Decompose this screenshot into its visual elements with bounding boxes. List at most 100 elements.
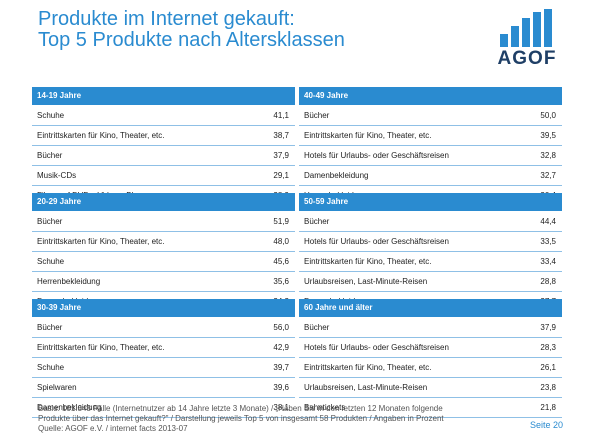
row-value: 32,7: [540, 171, 556, 180]
table-row: Eintrittskarten für Kino, Theater, etc. 4…: [32, 338, 295, 358]
table-row: Bücher 56,0: [32, 318, 295, 338]
table-row: Damenbekleidung 32,7: [299, 166, 562, 186]
table-row: Urlaubsreisen, Last-Minute-Reisen 28,8: [299, 272, 562, 292]
row-value: 39,7: [273, 363, 289, 372]
section-header: 14-19 Jahre: [32, 87, 295, 106]
row-label: Eintrittskarten für Kino, Theater, etc.: [304, 131, 432, 140]
table-row: Eintrittskarten für Kino, Theater, etc. 3…: [32, 126, 295, 146]
row-label: Bücher: [37, 323, 63, 332]
section-50-59: 50-59 Jahre Bücher 44,4 Hotels für Urlaub…: [299, 193, 562, 312]
footnote: Basis: 101.343 Fälle (Internetnutzer ab …: [38, 404, 508, 434]
table-row: Bücher 51,9: [32, 212, 295, 232]
section-40-49: 40-49 Jahre Bücher 50,0 Eintrittskarten f…: [299, 87, 562, 206]
footnote-line-3: Quelle: AGOF e.V. / internet facts 2013-…: [38, 424, 188, 433]
row-label: Bücher: [304, 323, 330, 332]
row-value: 44,4: [540, 217, 556, 226]
table-row: Musik-CDs 29,1: [32, 166, 295, 186]
row-value: 33,4: [540, 257, 556, 266]
row-value: 41,1: [273, 111, 289, 120]
table-row: Bücher 50,0: [299, 106, 562, 126]
row-label: Spielwaren: [37, 383, 77, 392]
table-row: Hotels für Urlaubs- oder Geschäftsreisen…: [299, 146, 562, 166]
table-row: Eintrittskarten für Kino, Theater, etc. 3…: [299, 126, 562, 146]
title-line-1: Produkte im Internet gekauft:: [38, 8, 295, 30]
section-header: 60 Jahre und älter: [299, 299, 562, 318]
table-row: Urlaubsreisen, Last-Minute-Reisen 23,8: [299, 378, 562, 398]
row-value: 56,0: [273, 323, 289, 332]
row-value: 42,9: [273, 343, 289, 352]
section-30-39: 30-39 Jahre Bücher 56,0 Eintrittskarten f…: [32, 299, 295, 418]
row-label: Damenbekleidung: [304, 171, 369, 180]
row-value: 45,6: [273, 257, 289, 266]
row-label: Eintrittskarten für Kino, Theater, etc.: [304, 257, 432, 266]
row-value: 48,0: [273, 237, 289, 246]
section-header: 20-29 Jahre: [32, 193, 295, 212]
row-label: Bücher: [37, 151, 63, 160]
row-label: Musik-CDs: [37, 171, 77, 180]
row-value: 50,0: [540, 111, 556, 120]
footnote-line-1: Basis: 101.343 Fälle (Internetnutzer ab …: [38, 404, 443, 413]
table-row: Schuhe 39,7: [32, 358, 295, 378]
agof-logo: AGOF: [496, 9, 558, 69]
row-label: Eintrittskarten für Kino, Theater, etc.: [37, 237, 165, 246]
row-value: 39,6: [273, 383, 289, 392]
row-label: Eintrittskarten für Kino, Theater, etc.: [304, 363, 432, 372]
table-row: Bücher 44,4: [299, 212, 562, 232]
section-header: 40-49 Jahre: [299, 87, 562, 106]
row-label: Eintrittskarten für Kino, Theater, etc.: [37, 343, 165, 352]
row-label: Schuhe: [37, 111, 65, 120]
table-row: Eintrittskarten für Kino, Theater, etc. 4…: [32, 232, 295, 252]
table-row: Schuhe 41,1: [32, 106, 295, 126]
page-number: Seite 20: [529, 420, 563, 430]
row-value: 21,8: [540, 403, 556, 412]
table-row: Spielwaren 39,6: [32, 378, 295, 398]
table-row: Herrenbekleidung 35,6: [32, 272, 295, 292]
table-row: Hotels für Urlaubs- oder Geschäftsreisen…: [299, 232, 562, 252]
section-14-19: 14-19 Jahre Schuhe 41,1 Eintrittskarten f…: [32, 87, 295, 206]
row-label: Hotels für Urlaubs- oder Geschäftsreisen: [304, 151, 449, 160]
table-row: Hotels für Urlaubs- oder Geschäftsreisen…: [299, 338, 562, 358]
table-row: Bücher 37,9: [299, 318, 562, 338]
row-value: 39,5: [540, 131, 556, 140]
table-row: Damenbekleidung 38,1: [32, 398, 295, 418]
row-value: 32,8: [540, 151, 556, 160]
logo-bars-icon: [500, 9, 554, 47]
row-value: 51,9: [273, 217, 289, 226]
row-value: 23,8: [540, 383, 556, 392]
footnote-line-2: Produkte über das Internet gekauft?" / D…: [38, 414, 444, 423]
table-row: Bücher 37,9: [32, 146, 295, 166]
title-line-2: Top 5 Produkte nach Altersklassen: [38, 29, 345, 51]
section-header: 30-39 Jahre: [32, 299, 295, 318]
row-value: 33,5: [540, 237, 556, 246]
row-value: 29,1: [273, 171, 289, 180]
row-label: Bahntickets: [304, 403, 346, 412]
row-label: Bücher: [304, 111, 330, 120]
logo-text: AGOF: [497, 48, 557, 69]
row-value: 37,9: [273, 151, 289, 160]
table-row: Bahntickets 21,8: [299, 398, 562, 418]
row-value: 38,1: [273, 403, 289, 412]
section-60-plus: 60 Jahre und älter Bücher 37,9 Hotels für…: [299, 299, 562, 418]
row-label: Bücher: [37, 217, 63, 226]
row-label: Damenbekleidung: [37, 403, 102, 412]
table-row: Eintrittskarten für Kino, Theater, etc. 2…: [299, 358, 562, 378]
row-value: 37,9: [540, 323, 556, 332]
table-row: Schuhe 45,6: [32, 252, 295, 272]
table-row: Eintrittskarten für Kino, Theater, etc. 3…: [299, 252, 562, 272]
row-label: Schuhe: [37, 363, 65, 372]
row-value: 28,3: [540, 343, 556, 352]
row-value: 38,7: [273, 131, 289, 140]
row-label: Urlaubsreisen, Last-Minute-Reisen: [304, 277, 428, 286]
row-label: Hotels für Urlaubs- oder Geschäftsreisen: [304, 343, 449, 352]
row-value: 35,6: [273, 277, 289, 286]
row-label: Eintrittskarten für Kino, Theater, etc.: [37, 131, 165, 140]
row-label: Schuhe: [37, 257, 65, 266]
page-title: Produkte im Internet gekauft: Top 5 Prod…: [38, 9, 345, 51]
row-label: Herrenbekleidung: [37, 277, 101, 286]
row-label: Urlaubsreisen, Last-Minute-Reisen: [304, 383, 428, 392]
row-value: 26,1: [540, 363, 556, 372]
row-value: 28,8: [540, 277, 556, 286]
section-20-29: 20-29 Jahre Bücher 51,9 Eintrittskarten f…: [32, 193, 295, 312]
row-label: Bücher: [304, 217, 330, 226]
row-label: Hotels für Urlaubs- oder Geschäftsreisen: [304, 237, 449, 246]
